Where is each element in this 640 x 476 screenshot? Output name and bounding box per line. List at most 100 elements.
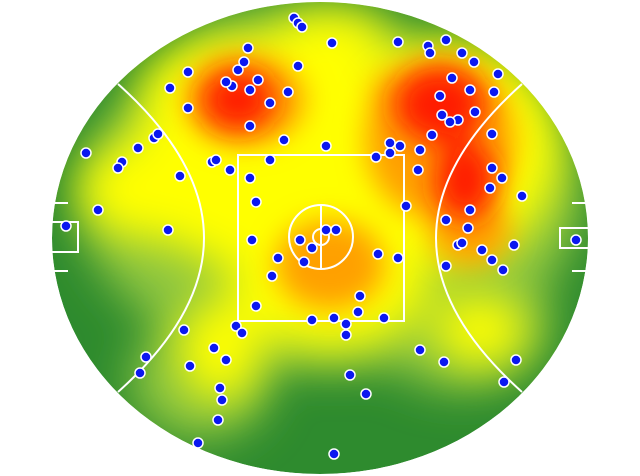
event-marker xyxy=(434,90,446,102)
event-marker xyxy=(328,312,340,324)
event-marker xyxy=(184,360,196,372)
event-marker xyxy=(192,437,204,449)
event-marker xyxy=(464,84,476,96)
event-marker xyxy=(264,97,276,109)
event-marker xyxy=(414,344,426,356)
event-marker xyxy=(444,116,456,128)
event-marker xyxy=(162,224,174,236)
event-marker xyxy=(238,56,250,68)
event-marker xyxy=(394,140,406,152)
event-marker xyxy=(328,448,340,460)
event-marker xyxy=(80,147,92,159)
event-marker xyxy=(250,300,262,312)
event-marker xyxy=(496,172,508,184)
event-marker xyxy=(340,318,352,330)
event-marker xyxy=(340,329,352,341)
event-marker xyxy=(266,270,278,282)
event-marker xyxy=(440,260,452,272)
event-marker xyxy=(400,200,412,212)
event-marker xyxy=(134,367,146,379)
event-marker xyxy=(320,140,332,152)
right-goal-square xyxy=(559,227,588,249)
event-marker xyxy=(244,172,256,184)
event-marker xyxy=(464,204,476,216)
event-marker xyxy=(216,394,228,406)
event-marker xyxy=(224,164,236,176)
event-marker xyxy=(486,162,498,174)
event-marker xyxy=(320,224,332,236)
event-marker xyxy=(252,74,264,86)
event-marker xyxy=(246,234,258,246)
event-marker xyxy=(244,120,256,132)
event-marker xyxy=(164,82,176,94)
event-marker xyxy=(462,222,474,234)
right-50-arc xyxy=(435,83,523,393)
event-marker xyxy=(330,224,342,236)
event-marker xyxy=(242,42,254,54)
markers-layer xyxy=(60,12,582,460)
event-marker xyxy=(426,129,438,141)
event-marker xyxy=(244,84,256,96)
event-marker xyxy=(498,376,510,388)
event-marker xyxy=(508,239,520,251)
event-marker xyxy=(208,342,220,354)
event-marker xyxy=(516,190,528,202)
event-marker xyxy=(278,134,290,146)
center-square xyxy=(237,154,405,322)
event-marker xyxy=(412,164,424,176)
event-marker xyxy=(497,264,509,276)
event-marker xyxy=(486,254,498,266)
event-marker xyxy=(370,151,382,163)
event-marker xyxy=(152,128,164,140)
event-marker xyxy=(456,237,468,249)
event-marker xyxy=(294,234,306,246)
event-marker xyxy=(326,37,338,49)
event-marker xyxy=(438,356,450,368)
event-marker xyxy=(392,36,404,48)
event-marker xyxy=(182,102,194,114)
event-marker xyxy=(456,47,468,59)
event-marker xyxy=(220,76,232,88)
event-marker xyxy=(220,354,232,366)
event-marker xyxy=(182,66,194,78)
event-marker xyxy=(440,214,452,226)
field-markings xyxy=(52,83,588,393)
event-marker xyxy=(214,382,226,394)
event-marker xyxy=(306,314,318,326)
event-marker xyxy=(468,56,480,68)
event-marker xyxy=(392,252,404,264)
event-marker xyxy=(510,354,522,366)
event-marker xyxy=(264,154,276,166)
event-marker xyxy=(354,290,366,302)
event-marker xyxy=(296,21,308,33)
event-marker xyxy=(298,256,310,268)
event-marker xyxy=(486,128,498,140)
event-marker xyxy=(250,196,262,208)
event-marker xyxy=(378,312,390,324)
event-marker xyxy=(360,388,372,400)
event-marker xyxy=(476,244,488,256)
event-marker xyxy=(352,306,364,318)
event-marker xyxy=(446,72,458,84)
event-marker xyxy=(492,68,504,80)
event-marker xyxy=(384,137,396,149)
event-marker xyxy=(488,86,500,98)
event-marker xyxy=(440,34,452,46)
event-marker xyxy=(424,47,436,59)
event-marker xyxy=(570,234,582,246)
event-marker xyxy=(306,242,318,254)
event-marker xyxy=(384,147,396,159)
event-marker xyxy=(292,60,304,72)
event-marker xyxy=(469,106,481,118)
event-marker xyxy=(344,369,356,381)
event-marker xyxy=(112,162,124,174)
event-marker xyxy=(92,204,104,216)
event-marker xyxy=(132,142,144,154)
event-marker xyxy=(236,327,248,339)
event-marker xyxy=(232,64,244,76)
event-marker xyxy=(282,86,294,98)
event-marker xyxy=(212,414,224,426)
event-marker xyxy=(484,182,496,194)
